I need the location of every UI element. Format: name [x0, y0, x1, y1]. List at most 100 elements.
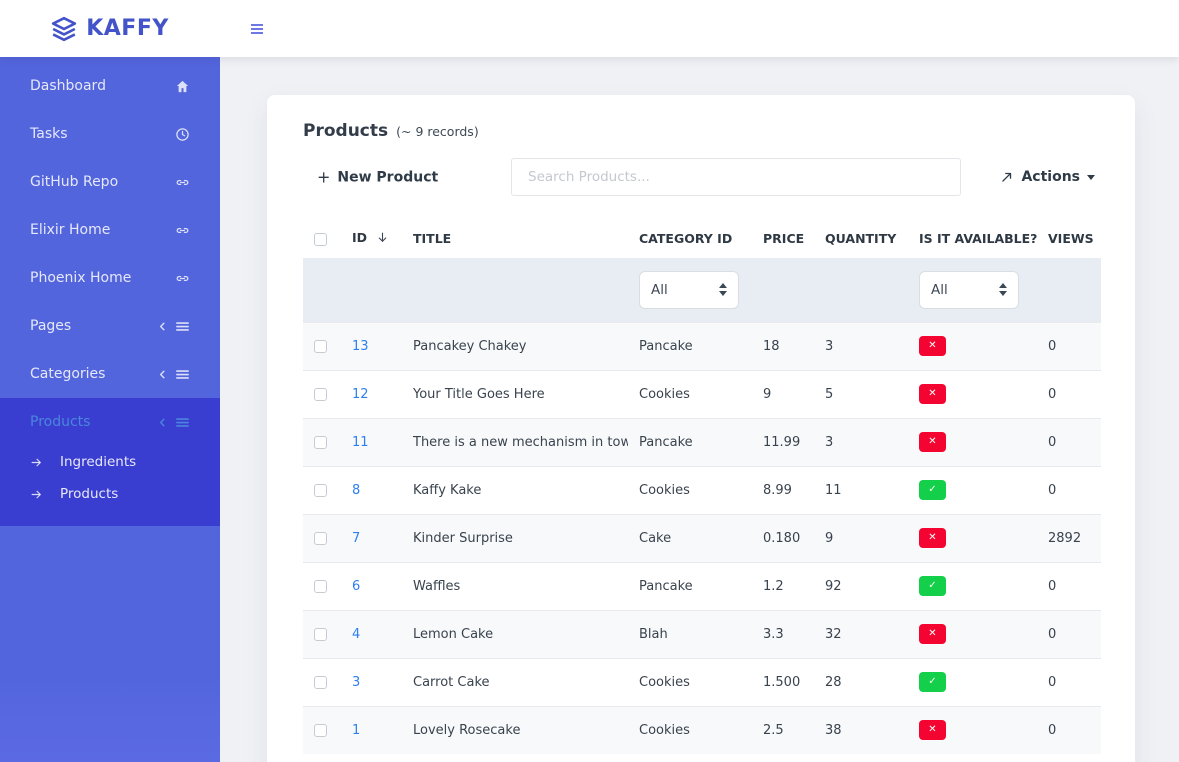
sidebar-item-label: Categories: [30, 366, 106, 382]
actions-label: Actions: [1021, 169, 1080, 185]
arrow-right-icon: [30, 488, 43, 501]
row-id-link[interactable]: 11: [352, 434, 369, 450]
sidebar-subitem-ingredients[interactable]: Ingredients: [0, 446, 220, 478]
card-title-row: Products (~ 9 records): [303, 121, 1101, 141]
row-quantity: 92: [825, 578, 842, 594]
row-checkbox[interactable]: [314, 723, 327, 737]
caret-down-icon: [1087, 174, 1095, 180]
row-title: There is a new mechanism in town: [413, 434, 628, 450]
row-views: 0: [1048, 674, 1057, 690]
availability-badge-x[interactable]: ✕: [919, 720, 946, 741]
row-id-link[interactable]: 12: [352, 386, 369, 402]
select-all-checkbox[interactable]: [314, 233, 327, 246]
row-price: 8.99: [763, 482, 792, 498]
sidebar-item-tasks[interactable]: Tasks: [0, 110, 220, 158]
availability-badge-x[interactable]: ✕: [919, 432, 946, 452]
toolbar: + New Product Actions: [303, 158, 1101, 196]
column-header-quantity[interactable]: QUANTITY: [825, 231, 897, 246]
clock-icon: [175, 127, 190, 142]
availability-badge-x[interactable]: ✕: [919, 624, 946, 644]
row-price: 9: [763, 386, 772, 402]
row-id-link[interactable]: 1: [352, 722, 361, 738]
category-filter-select[interactable]: All: [639, 270, 739, 309]
sidebar-item-icons: [175, 127, 190, 142]
row-views: 0: [1048, 338, 1057, 354]
availability-badge-x[interactable]: ✕: [919, 384, 946, 404]
brand-name: KAFFY: [86, 16, 169, 41]
row-title: Carrot Cake: [413, 674, 490, 690]
sidebar-item-icons: [175, 175, 190, 190]
products-card: Products (~ 9 records) + New Product Act…: [267, 95, 1135, 762]
available-filter-select[interactable]: All: [919, 270, 1019, 309]
row-id-link[interactable]: 13: [352, 338, 369, 354]
sidebar-item-label: Dashboard: [30, 78, 106, 94]
sidebar-item-products[interactable]: Products: [0, 398, 220, 446]
availability-badge-check[interactable]: ✓: [919, 576, 946, 596]
new-product-button[interactable]: + New Product: [317, 168, 438, 187]
sidebar-item-icons: [175, 223, 190, 238]
column-header-price[interactable]: PRICE: [763, 231, 805, 246]
column-header-title[interactable]: TITLE: [413, 231, 452, 246]
sidebar-item-icons: [175, 79, 190, 94]
available-filter-value: All: [931, 281, 948, 298]
row-checkbox[interactable]: [314, 387, 327, 401]
row-id-link[interactable]: 6: [352, 578, 361, 594]
link-icon: [175, 271, 190, 286]
row-price: 1.2: [763, 578, 784, 594]
row-id-link[interactable]: 8: [352, 482, 361, 498]
row-checkbox[interactable]: [314, 675, 327, 689]
select-caret-icon: [999, 283, 1007, 297]
column-header-category-id[interactable]: CATEGORY ID: [639, 231, 733, 246]
sidebar-section: Dashboard: [0, 62, 220, 110]
row-quantity: 38: [825, 722, 842, 738]
row-checkbox[interactable]: [314, 531, 327, 545]
row-checkbox[interactable]: [314, 483, 327, 497]
row-checkbox[interactable]: [314, 435, 327, 449]
row-price: 11.99: [763, 434, 801, 450]
row-views: 0: [1048, 482, 1057, 498]
link-icon: [175, 223, 190, 238]
sidebar-section: Products Ingredients Products: [0, 398, 220, 526]
column-header-is-it-available[interactable]: IS IT AVAILABLE?: [919, 231, 1037, 246]
brand-logo[interactable]: KAFFY: [0, 16, 220, 42]
row-title: Lemon Cake: [413, 626, 494, 642]
sidebar-item-elixir-home[interactable]: Elixir Home: [0, 206, 220, 254]
row-checkbox[interactable]: [314, 339, 327, 353]
row-id-link[interactable]: 4: [352, 626, 361, 642]
sidebar-section: Tasks: [0, 110, 220, 158]
sidebar-subitem-products[interactable]: Products: [0, 478, 220, 510]
sidebar-toggle-button[interactable]: [246, 19, 268, 39]
sidebar-nav: Dashboard Tasks GitHub Repo Elixir Home …: [0, 57, 220, 762]
column-header-id[interactable]: ID: [341, 219, 402, 258]
row-title: Kaffy Kake: [413, 482, 482, 498]
row-category: Pancake: [639, 578, 693, 594]
availability-badge-check[interactable]: ✓: [919, 480, 946, 500]
sidebar-item-categories[interactable]: Categories: [0, 350, 220, 398]
column-header-views[interactable]: VIEWS: [1048, 231, 1094, 246]
sidebar-subitem-label: Ingredients: [60, 454, 137, 470]
row-quantity: 9: [825, 530, 834, 546]
actions-dropdown-button[interactable]: Actions: [1000, 169, 1095, 185]
row-id-link[interactable]: 3: [352, 674, 361, 690]
row-category: Cookies: [639, 482, 690, 498]
search-input[interactable]: [511, 158, 961, 196]
menu-icon: [175, 367, 190, 382]
sidebar-item-phoenix-home[interactable]: Phoenix Home: [0, 254, 220, 302]
row-checkbox[interactable]: [314, 627, 327, 641]
category-filter-value: All: [651, 281, 668, 298]
availability-badge-x[interactable]: ✕: [919, 528, 946, 548]
sidebar-section: Elixir Home: [0, 206, 220, 254]
row-checkbox[interactable]: [314, 579, 327, 593]
availability-badge-check[interactable]: ✓: [919, 672, 946, 692]
sidebar-item-pages[interactable]: Pages: [0, 302, 220, 350]
row-id-link[interactable]: 7: [352, 530, 361, 546]
row-category: Cookies: [639, 674, 690, 690]
row-title: Kinder Surprise: [413, 530, 513, 546]
row-price: 3.3: [763, 626, 784, 642]
sidebar-item-dashboard[interactable]: Dashboard: [0, 62, 220, 110]
sidebar-item-github-repo[interactable]: GitHub Repo: [0, 158, 220, 206]
row-quantity: 32: [825, 626, 842, 642]
sidebar-item-icons: [157, 367, 190, 382]
availability-badge-x[interactable]: ✕: [919, 336, 946, 356]
row-price: 2.5: [763, 722, 784, 738]
